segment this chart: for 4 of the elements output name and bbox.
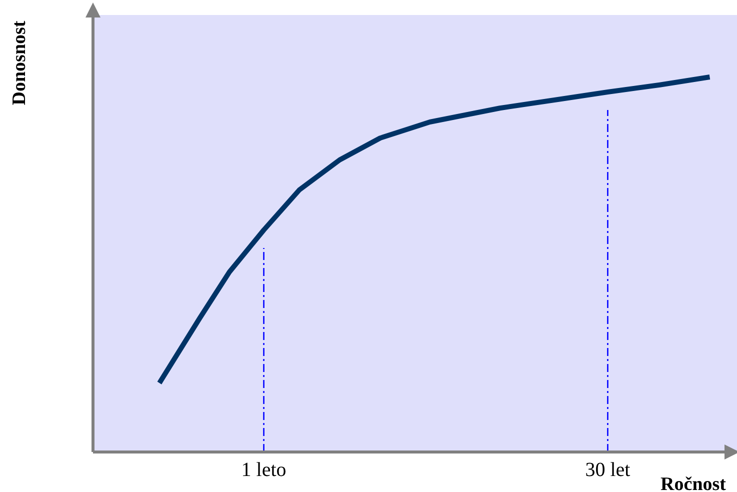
- x-axis-title: Ročnost: [660, 474, 727, 492]
- x-tick-label: 30 let: [585, 459, 631, 481]
- x-tick-label: 1 leto: [241, 459, 286, 481]
- y-axis-title: Donosnost: [9, 20, 30, 106]
